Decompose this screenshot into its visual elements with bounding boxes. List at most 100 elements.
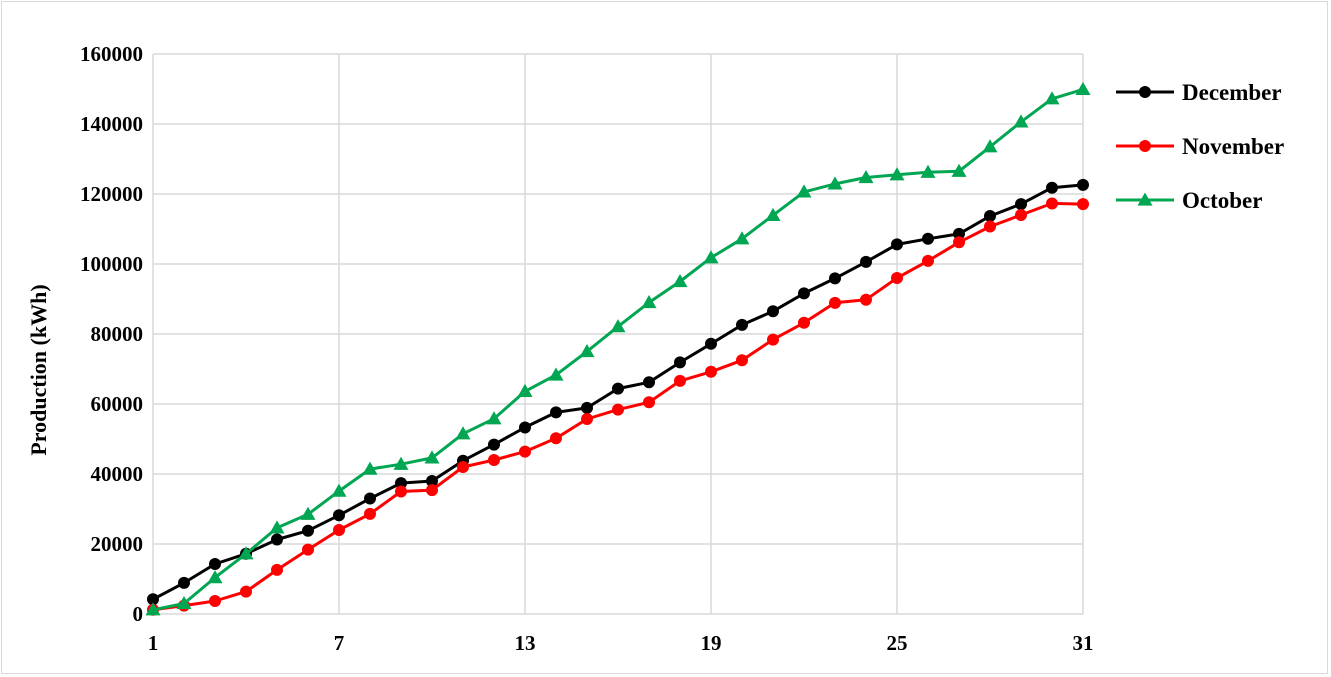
legend: December November October [1116,80,1284,213]
data-point [922,232,934,245]
data-point [240,585,252,598]
series-october [145,81,1091,616]
series-group [145,81,1091,616]
legend-item-october: October [1116,188,1262,213]
data-point [767,305,779,318]
data-point [674,356,686,369]
data-point [858,170,874,184]
data-point [426,484,438,497]
data-point [612,403,624,416]
data-point [209,557,221,570]
data-point [424,450,440,464]
data-point [643,376,655,389]
data-point [364,507,376,520]
data-point [767,333,779,346]
data-point [364,492,376,505]
data-point [207,570,223,584]
data-point [1015,198,1027,211]
data-point [331,483,347,497]
data-point [362,461,378,475]
legend-item-december: December [1116,80,1282,105]
data-point [486,411,502,425]
y-tick-label: 20000 [91,532,144,556]
data-point [953,236,965,249]
x-tick-label: 25 [887,631,908,655]
data-point [209,595,221,608]
data-point [238,546,254,560]
data-point [1044,91,1060,105]
y-tick-label: 120000 [80,182,143,206]
data-point [612,382,624,395]
data-point [519,445,531,458]
data-point [488,438,500,451]
data-point [426,475,438,487]
data-point [920,164,936,178]
data-point [643,396,655,409]
data-point [736,354,748,367]
y-tick-label: 100000 [80,252,143,276]
data-point [860,293,872,306]
y-tick-label: 40000 [91,462,144,486]
x-tick-label: 7 [334,631,345,655]
data-point [891,238,903,251]
x-tick-label: 13 [515,631,536,655]
y-tick-label: 80000 [91,322,144,346]
data-point [455,426,471,440]
data-point [672,274,688,288]
data-point [271,563,283,576]
data-point [581,401,593,414]
data-point [1015,209,1027,221]
data-point [734,231,750,245]
legend-label: October [1182,188,1262,213]
data-point [641,295,657,309]
data-point [147,593,159,606]
data-point [550,432,562,445]
data-point [860,255,872,268]
data-point [889,167,905,181]
data-point [548,367,564,381]
data-point [1077,178,1089,191]
y-tick-label: 0 [133,602,144,626]
data-point [395,485,407,498]
data-point [300,506,316,520]
x-tick-label: 19 [701,631,722,655]
legend-swatch-marker [1137,192,1153,206]
data-point [922,254,934,267]
data-point [984,210,996,223]
y-tick-label: 160000 [80,42,143,66]
data-point [736,318,748,331]
data-point [798,316,810,329]
data-point [269,520,285,534]
data-point [674,374,686,387]
data-point [302,543,314,556]
data-point [703,250,719,264]
data-point [1013,114,1029,128]
data-point [827,176,843,190]
data-point [798,287,810,300]
legend-swatch-marker [1139,86,1151,98]
data-point [581,413,593,426]
data-point [395,477,407,490]
data-point [984,220,996,233]
data-point [705,337,717,350]
data-point [517,383,533,398]
tick-labels: 0 20000 40000 60000 80000 100000 120000 140000 1… [80,42,1094,655]
x-tick-label: 1 [148,631,159,655]
y-tick-label: 60000 [91,392,144,416]
y-axis-title: Production (kWh) [26,284,51,455]
data-point [953,227,965,240]
data-point [1046,181,1058,194]
data-point [891,272,903,284]
data-point [393,456,409,470]
data-point [1075,81,1091,95]
series-december [147,178,1089,606]
legend-label: December [1182,80,1282,105]
data-point [829,272,841,285]
data-point [610,319,626,333]
x-tick-label: 31 [1073,631,1094,655]
data-point [176,596,192,610]
data-point [982,139,998,153]
data-point [178,576,190,589]
